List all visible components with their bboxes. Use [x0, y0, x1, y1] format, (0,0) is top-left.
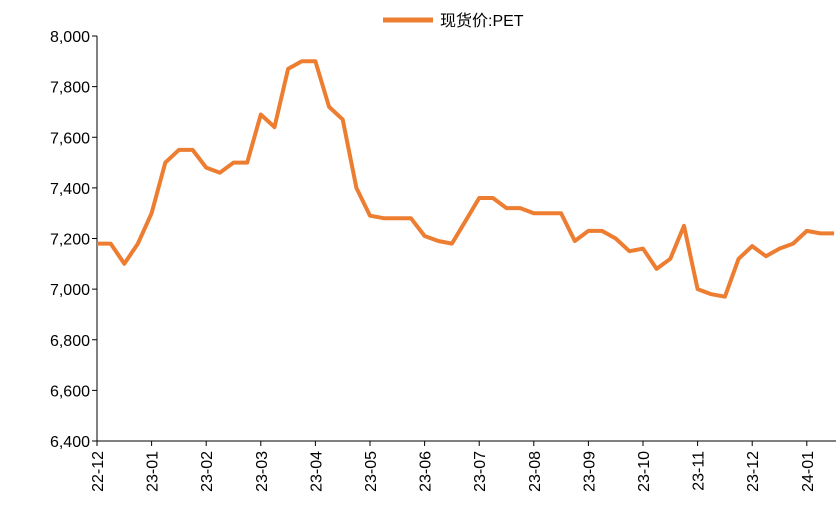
x-tick-label: 23-05 [363, 451, 380, 492]
x-tick-label: 22-12 [90, 451, 107, 492]
x-tick-label: 23-11 [691, 451, 708, 491]
x-tick-label: 23-12 [745, 451, 762, 492]
x-tick-label: 23-04 [308, 451, 325, 492]
x-tick-label: 23-03 [254, 451, 271, 492]
data-line [97, 59, 835, 299]
legend-label: 现货价:PET [440, 12, 524, 30]
y-tick-label: 7,000 [50, 282, 90, 299]
y-tick-label: 8,000 [50, 29, 90, 46]
y-tick-label: 7,600 [50, 130, 90, 147]
x-tick-label: 23-08 [527, 451, 544, 492]
x-tick-label: 24-01 [800, 451, 817, 492]
y-tick-label: 6,800 [50, 333, 90, 350]
y-tick-label: 6,600 [50, 383, 90, 400]
x-tick-label: 23-01 [145, 451, 162, 492]
x-tick-label: 23-07 [472, 451, 489, 492]
y-tick-label: 7,400 [50, 181, 90, 198]
y-tick-label: 6,400 [50, 434, 90, 451]
x-tick-label: 23-09 [581, 451, 598, 492]
x-tick-label: 23-02 [199, 451, 216, 492]
y-tick-label: 7,200 [50, 232, 90, 249]
x-tick-label: 23-06 [418, 451, 435, 492]
x-tick-label: 23-10 [636, 451, 653, 492]
y-tick-label: 7,800 [50, 80, 90, 97]
